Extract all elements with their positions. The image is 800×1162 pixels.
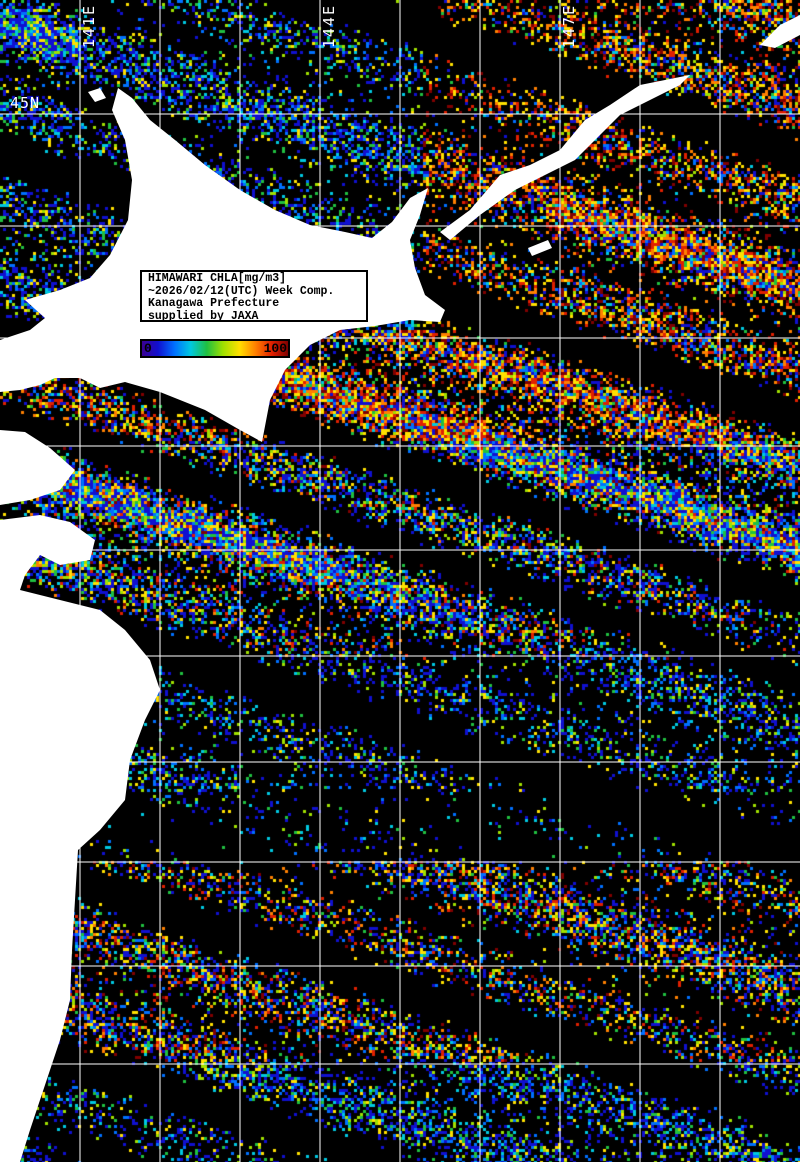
lon-label-147e: 147E <box>560 4 578 49</box>
lon-label-144e: 144E <box>320 4 338 49</box>
colorbar-max-label: 100 <box>263 341 287 356</box>
lat-label-45n: 45N <box>10 94 41 112</box>
kuril-island-small <box>528 240 552 256</box>
hokkaido <box>0 88 445 442</box>
info-title: HIMAWARI CHLA[mg/m3] <box>148 272 287 285</box>
sakhalin-tip <box>88 88 106 102</box>
oshima-peninsula <box>0 430 75 505</box>
kuril-islands <box>440 75 690 240</box>
colorbar-min-label: 0 <box>144 341 152 356</box>
info-date: ~2026/02/12(UTC) Week Comp. <box>148 284 335 298</box>
lon-label-141e: 141E <box>80 4 98 49</box>
info-box: HIMAWARI CHLA[mg/m3] ~2026/02/12(UTC) We… <box>140 270 368 322</box>
info-org: Kanagawa Prefecture <box>148 297 280 310</box>
kuril-island-north <box>760 15 800 48</box>
colorbar: 0 100 <box>140 339 290 358</box>
info-source: supplied by JAXA <box>148 309 259 323</box>
